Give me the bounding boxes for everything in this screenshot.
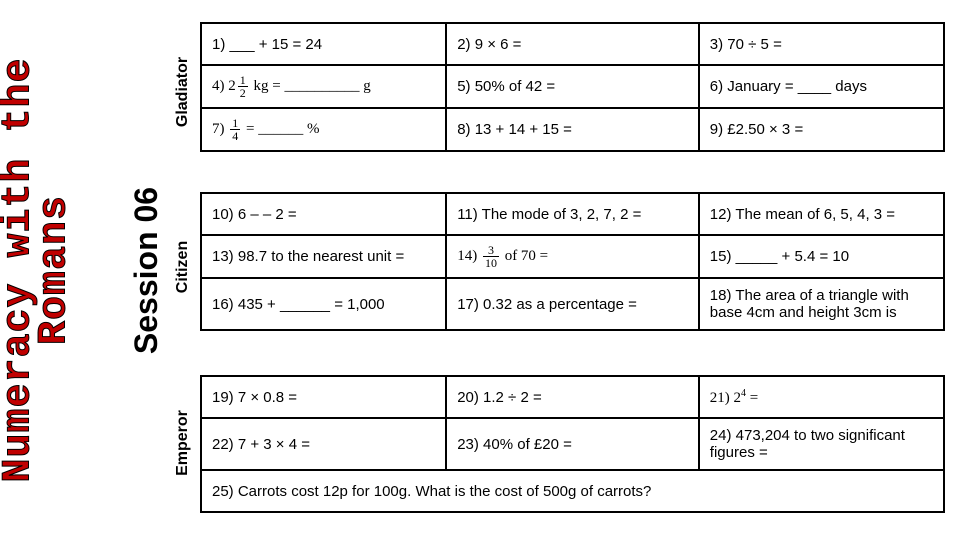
question-cell: 11) The mode of 3, 2, 7, 2 = bbox=[446, 193, 699, 235]
session-label: Session 06 bbox=[122, 0, 172, 540]
question-cell: 16) 435 + ______ = 1,000 bbox=[201, 278, 446, 330]
level-label-gladiator: Gladiator bbox=[168, 22, 198, 162]
session-label-text: Session 06 bbox=[129, 186, 166, 353]
question-cell: 3) 70 ÷ 5 = bbox=[699, 23, 944, 65]
question-cell: 22) 7 + 3 × 4 = bbox=[201, 418, 446, 470]
table-row: 13) 98.7 to the nearest unit =14) 310 of… bbox=[201, 235, 944, 278]
question-cell: 15) _____ + 5.4 = 10 bbox=[699, 235, 944, 278]
table-row: 25) Carrots cost 12p for 100g. What is t… bbox=[201, 470, 944, 512]
question-cell: 9) £2.50 × 3 = bbox=[699, 108, 944, 151]
question-cell: 13) 98.7 to the nearest unit = bbox=[201, 235, 446, 278]
question-cell: 18) The area of a triangle with base 4cm… bbox=[699, 278, 944, 330]
question-cell: 25) Carrots cost 12p for 100g. What is t… bbox=[201, 470, 944, 512]
level-label-citizen: Citizen bbox=[168, 192, 198, 342]
table-row: 7) 14 = ______ %8) 13 + 14 + 15 =9) £2.5… bbox=[201, 108, 944, 151]
table-row: 1) ___ + 15 = 242) 9 × 6 =3) 70 ÷ 5 = bbox=[201, 23, 944, 65]
question-cell: 1) ___ + 15 = 24 bbox=[201, 23, 446, 65]
level-label-gladiator-text: Gladiator bbox=[174, 57, 192, 127]
gladiator-table: 1) ___ + 15 = 242) 9 × 6 =3) 70 ÷ 5 =4) … bbox=[200, 22, 945, 152]
question-cell: 4) 212 kg = __________ g bbox=[201, 65, 446, 108]
question-cell: 23) 40% of £20 = bbox=[446, 418, 699, 470]
question-cell: 2) 9 × 6 = bbox=[446, 23, 699, 65]
question-cell: 12) The mean of 6, 5, 4, 3 = bbox=[699, 193, 944, 235]
question-cell: 6) January = ____ days bbox=[699, 65, 944, 108]
question-cell: 14) 310 of 70 = bbox=[446, 235, 699, 278]
question-cell: 24) 473,204 to two significant figures = bbox=[699, 418, 944, 470]
table-row: 10) 6 – – 2 =11) The mode of 3, 2, 7, 2 … bbox=[201, 193, 944, 235]
level-label-emperor: Emperor bbox=[168, 375, 198, 511]
question-cell: 21) 24 = bbox=[699, 376, 944, 418]
table-row: 19) 7 × 0.8 =20) 1.2 ÷ 2 =21) 24 = bbox=[201, 376, 944, 418]
question-cell: 7) 14 = ______ % bbox=[201, 108, 446, 151]
question-cell: 20) 1.2 ÷ 2 = bbox=[446, 376, 699, 418]
table-row: 22) 7 + 3 × 4 =23) 40% of £20 =24) 473,2… bbox=[201, 418, 944, 470]
question-cell: 5) 50% of 42 = bbox=[446, 65, 699, 108]
question-cell: 8) 13 + 14 + 15 = bbox=[446, 108, 699, 151]
question-cell: 19) 7 × 0.8 = bbox=[201, 376, 446, 418]
table-row: 4) 212 kg = __________ g5) 50% of 42 =6)… bbox=[201, 65, 944, 108]
page-title-text: Numeracy with theRomans bbox=[2, 57, 74, 482]
question-cell: 10) 6 – – 2 = bbox=[201, 193, 446, 235]
table-row: 16) 435 + ______ = 1,00017) 0.32 as a pe… bbox=[201, 278, 944, 330]
level-label-emperor-text: Emperor bbox=[174, 410, 192, 476]
page-title-vertical: Numeracy with theRomans bbox=[5, 0, 70, 540]
emperor-table: 19) 7 × 0.8 =20) 1.2 ÷ 2 =21) 24 =22) 7 … bbox=[200, 375, 945, 513]
question-cell: 17) 0.32 as a percentage = bbox=[446, 278, 699, 330]
level-label-citizen-text: Citizen bbox=[174, 241, 192, 293]
citizen-table: 10) 6 – – 2 =11) The mode of 3, 2, 7, 2 … bbox=[200, 192, 945, 331]
